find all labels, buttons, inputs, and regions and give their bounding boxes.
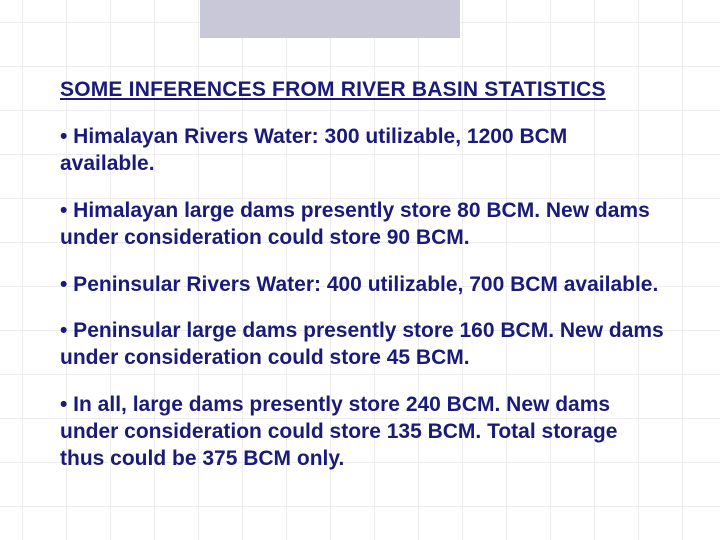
bullet-item: • Himalayan Rivers Water: 300 utilizable…	[60, 124, 665, 178]
bullet-item: • Peninsular Rivers Water: 400 utilizabl…	[60, 272, 665, 299]
bullet-item: • In all, large dams presently store 240…	[60, 392, 665, 473]
slide-content: SOME INFERENCES FROM RIVER BASIN STATIST…	[60, 78, 665, 493]
top-decorative-band	[200, 0, 460, 38]
bullet-item: • Himalayan large dams presently store 8…	[60, 198, 665, 252]
bullet-item: • Peninsular large dams presently store …	[60, 318, 665, 372]
slide-title: SOME INFERENCES FROM RIVER BASIN STATIST…	[60, 78, 665, 102]
